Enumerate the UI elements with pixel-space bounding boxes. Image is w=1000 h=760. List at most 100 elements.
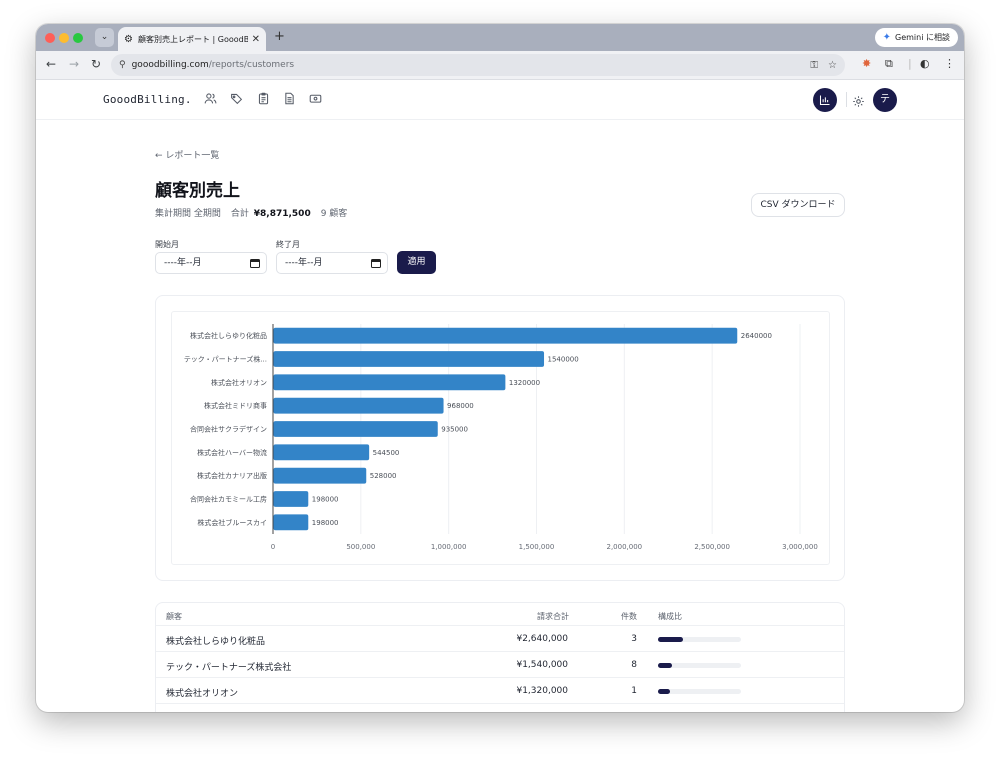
app-header: GooodBilling. テ [36,80,964,120]
invoice-count: 3 [631,634,637,644]
y-tick-label: 株式会社ブルースカイ [197,518,267,527]
bar-data-label: 1320000 [509,379,540,387]
back-arrow-icon[interactable]: ← [46,57,57,71]
calendar-icon[interactable] [250,258,260,268]
y-tick-label: 株式会社ハーバー物流 [197,448,267,457]
ratio-bar [658,689,741,694]
toolbar-divider: | [908,57,912,70]
browser-menu-icon[interactable]: ⋮ [944,57,955,70]
customer-name: 株式会社オリオン [166,689,239,699]
column-header-count: 件数 [621,612,637,621]
chart-bar [273,397,444,414]
customer-sales-table: 顧客 請求合計 件数 構成比 株式会社しらゆり化粧品 ¥2,640,000 3 … [155,602,845,712]
products-tag-icon[interactable] [230,92,243,105]
bookmark-star-icon[interactable]: ☆ [828,59,837,71]
extension-icon[interactable]: ✸ [862,57,872,70]
x-tick-label: 2,500,000 [694,543,730,551]
profile-icon[interactable]: ◐ [920,57,930,70]
address-bar[interactable]: ⚲ gooodbilling.com/reports/customers ⚿ ☆ [111,54,845,76]
bar-data-label: 968000 [447,402,474,410]
user-avatar[interactable]: テ [873,88,897,112]
period-label: 集計期間 全期間 [155,209,221,219]
table-row[interactable]: テック・パートナーズ株式会社 ¥1,540,000 8 [156,651,844,677]
csv-download-button[interactable]: CSV ダウンロード [751,193,845,217]
table-row[interactable] [156,703,844,712]
customers-icon[interactable] [204,92,217,105]
tab-search-icon[interactable]: ⌄ [95,28,114,47]
report-summary: 集計期間 全期間 合計 ¥8,871,500 9 顧客 [155,206,347,219]
tab-title: 顧客別売上レポート | GooodBilli [137,34,248,44]
y-tick-label: 株式会社しらゆり化粧品 [190,331,267,340]
tab-strip: ⌄ ⚙ 顧客別売上レポート | GooodBilli ✕ + ✦ Gemini … [36,24,964,51]
y-tick-label: テック・パートナーズ株... [184,355,267,364]
page-title: 顧客別売上 [155,181,240,201]
invoice-count: 8 [631,660,637,670]
new-tab-icon[interactable]: + [274,29,285,44]
end-month-label: 終了月 [276,240,300,249]
site-info-icon[interactable]: ⚲ [119,60,126,70]
extensions-puzzle-icon[interactable]: ⧉ [885,57,893,70]
start-month-input[interactable]: ----年--月 [155,252,267,274]
app-logo[interactable]: GooodBilling. [103,93,192,106]
invoice-total: ¥1,540,000 [516,660,568,670]
customer-count: 9 顧客 [320,209,348,219]
forward-arrow-icon[interactable]: → [69,57,80,71]
password-key-icon[interactable]: ⚿ [810,59,819,71]
settings-gear-icon[interactable] [852,93,865,107]
chart-card: 0 500,000 1,000,000 1,500,000 2,000,000 2,500… [155,295,845,581]
y-tick-label: 合同会社カモミール工房 [190,495,267,504]
x-tick-label: 1,000,000 [431,543,467,551]
chart-bar [273,467,367,484]
column-header-customer: 顧客 [166,612,182,621]
invoice-total: ¥1,320,000 [516,686,568,696]
bar-data-label: 198000 [312,519,339,527]
apply-button[interactable]: 適用 [397,251,436,274]
table-row[interactable]: 株式会社しらゆり化粧品 ¥2,640,000 3 [156,625,844,651]
url-path: /reports/customers [208,60,295,70]
url-host: gooodbilling.com [131,60,209,70]
minimize-window-button[interactable] [59,33,69,43]
y-tick-label: 株式会社ミドリ商事 [204,401,267,410]
url-text: gooodbilling.com/reports/customers [132,60,801,70]
chart-bar [273,421,438,437]
maximize-window-button[interactable] [73,33,83,43]
tab-close-icon[interactable]: ✕ [251,33,260,45]
ratio-bar-fill [658,663,673,668]
end-month-input[interactable]: ----年--月 [276,252,388,274]
ratio-bar-fill [658,637,683,642]
x-tick-label: 1,500,000 [519,543,555,551]
chart-bar [273,491,309,507]
bar-data-label: 198000 [312,496,339,504]
x-tick-label: 0 [271,543,275,551]
column-header-amount: 請求合計 [537,612,569,621]
bar-data-label: 528000 [370,472,397,480]
chart-bar [273,514,309,531]
gemini-button[interactable]: ✦ Gemini に相談 [874,28,958,47]
total-value: ¥8,871,500 [253,209,311,219]
header-divider [846,92,847,107]
clipboard-icon[interactable] [257,92,270,105]
chart-bar [273,351,545,367]
column-header-ratio: 構成比 [658,612,682,621]
reload-icon[interactable]: ↻ [91,57,102,71]
total-label: 合計 [230,209,249,219]
browser-tab[interactable]: ⚙ 顧客別売上レポート | GooodBilli ✕ [118,27,266,51]
customer-sales-bar-chart: 0 500,000 1,000,000 1,500,000 2,000,000 2,500… [184,324,818,551]
favicon-icon: ⚙ [124,33,133,45]
payment-icon[interactable] [309,92,322,105]
customer-name: テック・パートナーズ株式会社 [166,663,292,673]
chart-bar [273,374,506,391]
chart-container: 0 500,000 1,000,000 1,500,000 2,000,000 2,500… [171,311,830,565]
table-row[interactable]: 株式会社オリオン ¥1,320,000 1 [156,677,844,703]
document-icon[interactable] [283,92,296,105]
start-month-label: 開始月 [155,240,179,249]
chart-bar [273,327,738,344]
calendar-icon[interactable] [371,258,381,268]
y-tick-label: 合同会社サクラデザイン [190,425,267,434]
reports-chart-icon[interactable] [813,88,837,112]
close-window-button[interactable] [45,33,55,43]
gemini-label: Gemini に相談 [895,33,950,42]
customer-name: 株式会社しらゆり化粧品 [166,637,266,647]
x-tick-label: 2,000,000 [607,543,643,551]
back-to-reports-link[interactable]: ← レポート一覧 [155,151,220,161]
